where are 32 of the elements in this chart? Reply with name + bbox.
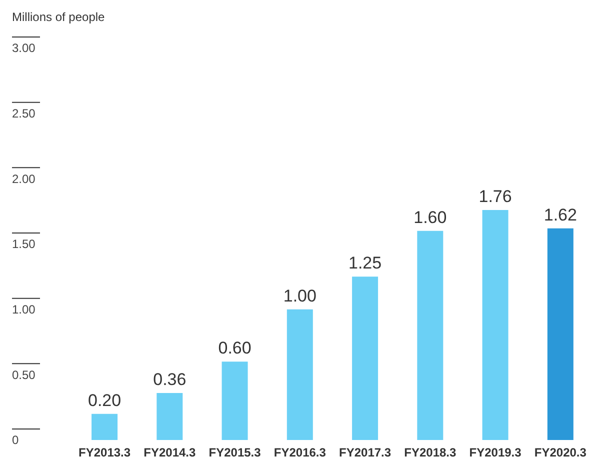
y-tick-label: 1.00 [12, 302, 36, 317]
bar [417, 230, 444, 440]
y-tick-label: 1.50 [12, 237, 36, 252]
data-label: 0.20 [88, 390, 122, 410]
bar [286, 309, 313, 440]
x-tick-label: FY2017.3 [339, 446, 392, 460]
data-label: 1.60 [414, 208, 447, 227]
y-tick-label: 2.50 [12, 106, 36, 121]
data-label: 1.62 [544, 205, 577, 224]
bar [352, 276, 378, 440]
bar [222, 362, 248, 440]
x-tick-label: FY2016.3 [274, 446, 326, 460]
data-label: 1.76 [478, 187, 512, 206]
y-tick-label: 0.50 [12, 368, 36, 382]
x-tick-label: FY2019.3 [469, 446, 522, 460]
data-label: 0.36 [153, 370, 186, 389]
x-tick-label: FY2018.3 [404, 446, 457, 460]
bar [92, 414, 118, 440]
x-tick-label: FY2014.3 [144, 446, 196, 460]
data-label: 1.25 [348, 254, 382, 273]
bar [482, 210, 508, 440]
y-axis-title: Millions of people [12, 10, 105, 24]
bar [547, 228, 574, 440]
y-tick-label: 3.00 [12, 41, 36, 56]
y-tick-label: 2.00 [12, 172, 36, 186]
data-label: 0.60 [218, 338, 252, 358]
x-tick-label: FY2015.3 [208, 446, 262, 460]
bar [156, 392, 183, 440]
data-label: 1.00 [283, 286, 316, 306]
y-tick-label: 0 [12, 433, 19, 448]
x-tick-label: FY2013.3 [78, 446, 131, 460]
x-tick-label: FY2020.3 [534, 446, 587, 460]
